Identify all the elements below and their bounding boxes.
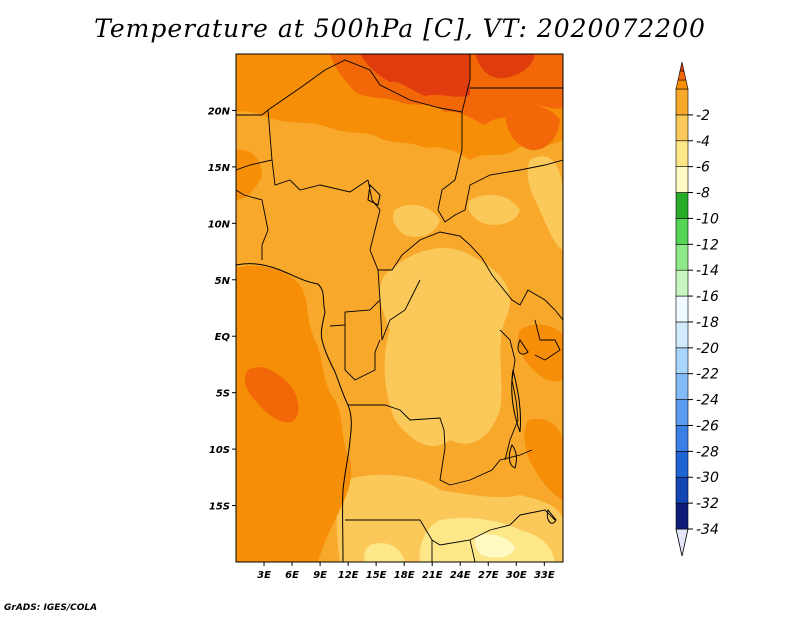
colorbar-label: -12	[696, 237, 719, 253]
contour-region	[524, 418, 563, 500]
colorbar-swatch	[675, 399, 689, 426]
axis-ticks: 3E 6E 9E 12E 15E 18E 21E 24E 27E 30E 33E 20N 15N 10N 5…	[208, 106, 555, 581]
colorbar-swatch	[675, 502, 689, 530]
lat-tick-label: 10N	[208, 219, 231, 230]
colorbar-swatch	[675, 218, 689, 245]
contour-region	[244, 367, 299, 423]
colorbar-label: -8	[696, 186, 710, 202]
lon-tick-label: 30E	[506, 570, 527, 581]
contour-region	[474, 534, 515, 558]
lat-tick-label: 20N	[208, 106, 231, 117]
lon-tick-label: 21E	[422, 570, 443, 581]
colorbar: -34 -32 -30 -28 -26 -24 -22 -20 -18 -16 -14 -12 -10 -…	[675, 61, 719, 557]
colorbar-label: -2	[696, 108, 710, 124]
lon-tick-label: 3E	[257, 570, 271, 581]
colorbar-label: -6	[696, 160, 710, 176]
colorbar-swatch	[675, 269, 689, 297]
contour-region	[517, 324, 563, 382]
colorbar-swatch	[675, 347, 689, 375]
lon-tick-label: 12E	[338, 570, 359, 581]
colorbar-swatch	[675, 451, 689, 478]
colorbar-swatch	[675, 243, 689, 271]
lon-tick-label: 18E	[394, 570, 415, 581]
lakes	[367, 183, 557, 524]
footer-credit: GrADS: IGES/COLA	[4, 603, 98, 613]
contour-region	[527, 156, 563, 250]
colorbar-swatch	[675, 476, 689, 504]
colorbar-label: -26	[696, 418, 719, 434]
colorbar-swatch	[675, 140, 689, 167]
colorbar-label: -32	[696, 496, 719, 512]
colorbar-high-wedge	[679, 61, 685, 72]
lon-tick-label: 24E	[450, 570, 471, 581]
country-borders	[236, 54, 563, 562]
temperature-field	[236, 54, 563, 562]
contour-region	[364, 543, 405, 562]
colorbar-swatch	[675, 321, 689, 349]
lat-tick-label: 15S	[209, 502, 230, 513]
lat-tick-label: 5S	[216, 389, 230, 400]
colorbar-label: -10	[696, 211, 719, 227]
lon-tick-label: 6E	[285, 570, 299, 581]
map-frame	[235, 53, 564, 563]
lat-tick-label: 5N	[215, 276, 231, 287]
colorbar-swatch	[675, 373, 689, 400]
colorbar-label: -22	[696, 367, 719, 383]
colorbar-swatch	[675, 192, 689, 219]
contour-region	[360, 54, 470, 97]
colorbar-swatch	[675, 88, 689, 116]
colorbar-label: -30	[696, 470, 719, 486]
lon-tick-label: 27E	[478, 570, 499, 581]
colorbar-low-triangle	[675, 528, 689, 557]
contour-region	[475, 54, 535, 79]
lon-tick-label: 15E	[366, 570, 387, 581]
colorbar-high-wedge	[677, 70, 687, 81]
colorbar-swatch	[675, 295, 689, 323]
colorbar-label: -18	[696, 315, 719, 331]
lon-tick-label: 9E	[313, 570, 327, 581]
colorbar-label: -16	[696, 289, 719, 305]
contour-region	[505, 104, 560, 151]
colorbar-swatch	[675, 166, 689, 193]
colorbar-label: -28	[696, 444, 719, 460]
contour-region	[393, 204, 440, 237]
lat-tick-label: EQ	[215, 332, 231, 343]
colorbar-label: -24	[696, 393, 719, 409]
colorbar-label: -14	[696, 263, 719, 279]
coastline	[236, 263, 352, 562]
lat-tick-label: 10S	[209, 445, 230, 456]
colorbar-label: -4	[696, 134, 710, 150]
colorbar-swatch	[675, 114, 689, 142]
lat-tick-label: 15N	[208, 163, 231, 174]
lon-tick-label: 33E	[534, 570, 555, 581]
colorbar-high-wedge	[675, 79, 689, 90]
chart-title: Temperature at 500hPa [C], VT: 202007220…	[94, 14, 706, 43]
contour-region	[379, 247, 511, 447]
contour-region	[236, 149, 262, 200]
colorbar-label: -20	[696, 341, 719, 357]
colorbar-label: -34	[696, 522, 719, 538]
contour-region	[468, 194, 520, 225]
colorbar-swatch	[675, 425, 689, 452]
